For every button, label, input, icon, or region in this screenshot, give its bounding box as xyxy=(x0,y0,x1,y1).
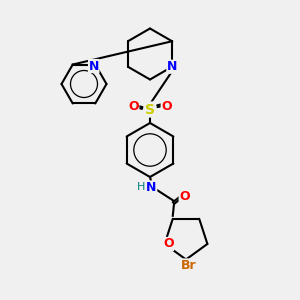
Text: O: O xyxy=(163,238,173,250)
Text: O: O xyxy=(128,100,139,113)
Text: N: N xyxy=(167,60,177,73)
Text: S: S xyxy=(145,103,155,116)
Text: N: N xyxy=(88,59,99,73)
Text: H: H xyxy=(137,182,145,193)
Text: Br: Br xyxy=(181,259,197,272)
Text: O: O xyxy=(161,100,172,113)
Text: N: N xyxy=(146,181,157,194)
Text: O: O xyxy=(179,190,190,203)
